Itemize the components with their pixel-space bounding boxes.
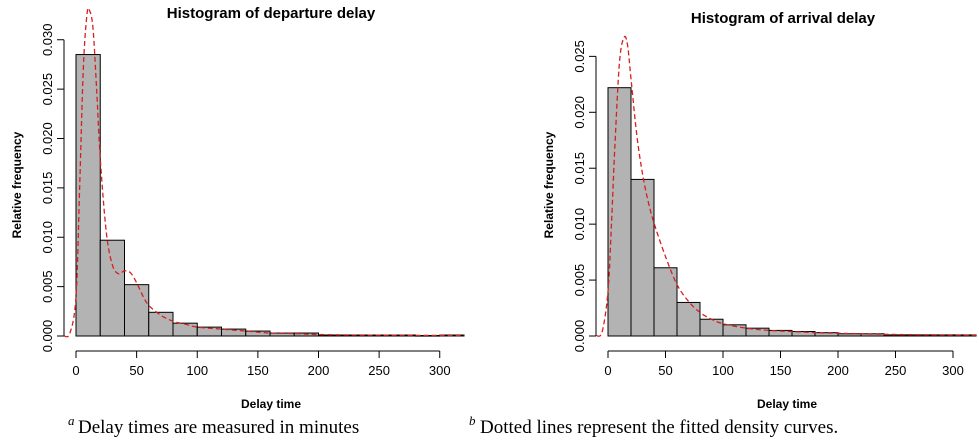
x-tick-label: 0: [604, 363, 611, 378]
y-tick-label: 0.010: [40, 221, 55, 254]
y-axis-label: Relative frequency: [10, 131, 24, 238]
chart-title: Histogram of arrival delay: [691, 10, 876, 27]
histogram-bar: [148, 311, 174, 337]
y-tick-label: 0.015: [40, 172, 55, 205]
y-tick-label: 0.030: [40, 23, 55, 56]
chart-title: Histogram of departure delay: [167, 5, 376, 22]
footnote-a-text: Delay times are measured in minutes: [78, 417, 359, 438]
y-tick-label: 0.015: [572, 152, 587, 185]
histogram-bar: [630, 178, 655, 337]
chart-departure-delay: Histogram of departure delay Delay time …: [10, 5, 465, 411]
footnote: a Delay times are measured in minutes b …: [68, 413, 838, 438]
x-tick-label: 200: [827, 363, 849, 378]
x-tick-label: 50: [129, 363, 143, 378]
histogram-bar: [814, 332, 839, 337]
plot-area: 0 50 100 150 200 250 300 0.000 0.005 0.010 0.015 0.…: [572, 35, 977, 378]
y-tick-label: 0.010: [572, 208, 587, 241]
y-tick-label: 0.025: [572, 40, 587, 73]
histogram-bar: [837, 333, 862, 337]
x-axis-label: Delay time: [757, 397, 817, 411]
chart-arrival-delay: Histogram of arrival delay Delay time Re…: [542, 10, 977, 411]
x-axis-label: Delay time: [241, 397, 301, 411]
footnote-b-marker: b: [469, 413, 476, 428]
y-tick-label: 0.025: [40, 73, 55, 106]
histogram-bar: [99, 239, 125, 337]
y-tick-label: 0.020: [40, 122, 55, 155]
y-tick-label: 0.000: [40, 320, 55, 353]
plot-area: 0 50 100 150 200 250 300 0.000 0.005 0.010 0.015 0.…: [40, 7, 465, 378]
y-axis-label: Relative frequency: [542, 131, 556, 238]
histogram-bar: [653, 267, 678, 337]
x-tick-label: 150: [770, 363, 792, 378]
density-curve: [63, 7, 465, 338]
density-curve: [596, 35, 977, 337]
x-tick-label: 300: [942, 363, 964, 378]
histogram-bar: [124, 284, 150, 337]
footnote-a-marker: a: [68, 413, 75, 428]
x-tick-label: 100: [712, 363, 734, 378]
y-tick-label: 0.000: [572, 320, 587, 353]
footnote-b-text: Dotted lines represent the fitted densit…: [480, 417, 838, 438]
x-tick-label: 250: [368, 363, 390, 378]
x-tick-label: 150: [247, 363, 269, 378]
y-tick-label: 0.020: [572, 96, 587, 129]
histogram-bar: [676, 301, 701, 337]
y-tick-label: 0.005: [40, 270, 55, 303]
histogram-bar: [699, 318, 724, 337]
histogram-bar: [172, 322, 198, 337]
histogram-bar: [791, 331, 816, 337]
x-tick-label: 200: [308, 363, 330, 378]
y-tick-label: 0.005: [572, 264, 587, 297]
x-tick-label: 300: [429, 363, 451, 378]
x-tick-label: 100: [186, 363, 208, 378]
x-tick-label: 50: [658, 363, 672, 378]
x-tick-label: 0: [72, 363, 79, 378]
x-tick-label: 250: [885, 363, 907, 378]
